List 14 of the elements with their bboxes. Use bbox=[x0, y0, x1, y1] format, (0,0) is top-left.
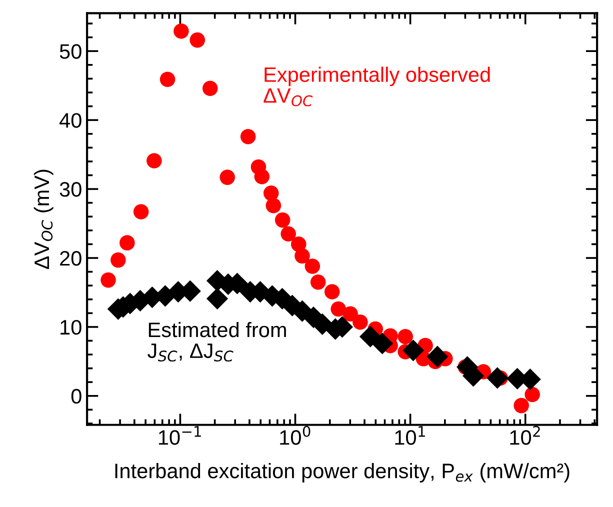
y-tick-label: 40 bbox=[59, 113, 82, 128]
x-tick-label: 10$^{−1}$ bbox=[158, 426, 201, 445]
x-tick-label: 10$^{2}$ bbox=[510, 426, 540, 445]
series-label: Experimentally observed ΔV$_{OC}$ bbox=[264, 66, 490, 106]
y-tick-label: 20 bbox=[60, 250, 82, 266]
y-tick-label: 0 bbox=[71, 388, 82, 404]
y-tick-label: 10 bbox=[60, 320, 82, 335]
x-tick-label: 10$^{0}$ bbox=[280, 426, 310, 445]
x-tick-label: 10$^{1}$ bbox=[395, 426, 425, 445]
y-tick-label: 50 bbox=[60, 44, 82, 59]
x-axis-title: Interband excitation power density, P$_{ex}$ (mW/cm²) bbox=[115, 463, 570, 482]
y-tick-label: 30 bbox=[60, 182, 82, 197]
series-label: Estimated from J$_{SC}$, ΔJ$_{SC}$ bbox=[148, 322, 286, 362]
y-axis-title: ΔV$_{OC}$ (mV) bbox=[34, 170, 54, 270]
